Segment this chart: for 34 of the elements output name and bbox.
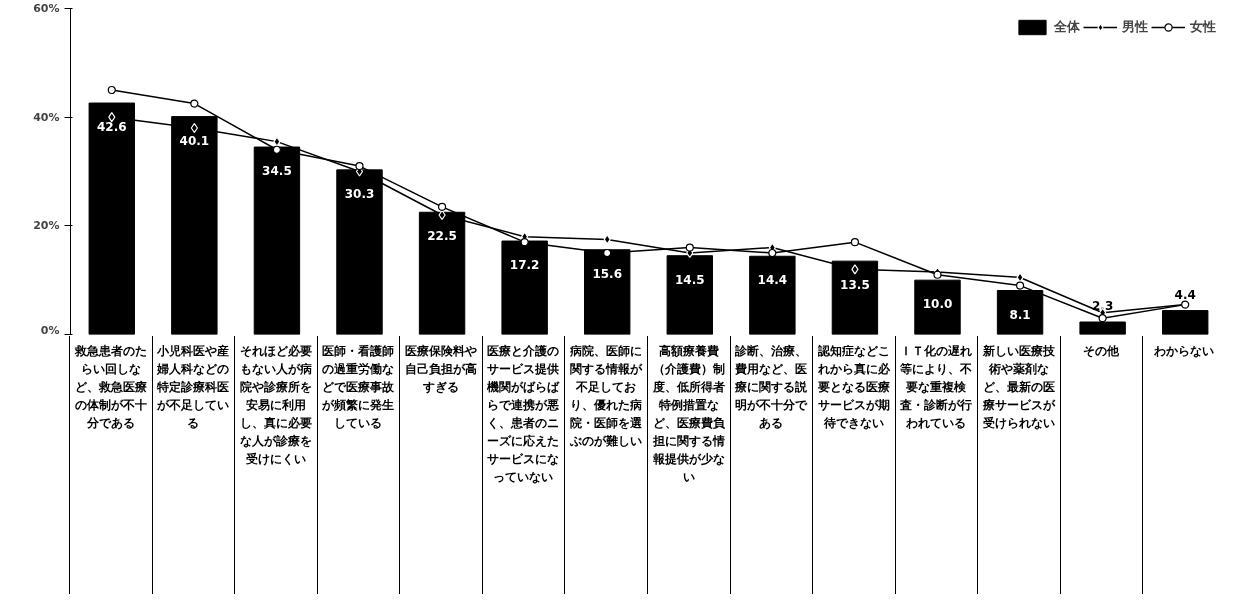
- y-tick-label: 60%: [33, 2, 60, 15]
- legend-label: 女性: [1190, 18, 1216, 36]
- legend-label: 男性: [1122, 18, 1148, 36]
- x-tick-label: その他: [1060, 336, 1141, 594]
- data-label: 8.1: [1009, 307, 1031, 322]
- y-tick-label: 0%: [40, 323, 60, 337]
- data-label: 15.6: [592, 266, 623, 281]
- y-tick-label: 40%: [33, 110, 60, 124]
- legend-label: 全体: [1054, 18, 1080, 36]
- data-label: 30.3: [344, 186, 375, 201]
- x-tick-label: 認知症などこれから真に必要となる医療サービスが期待できない: [812, 336, 894, 594]
- x-tick-label: それほど必要もない人が病院や診療所を安易に利用し、真に必要な人が診療を受けにくい: [234, 336, 316, 594]
- data-label: 10.0: [922, 297, 953, 312]
- x-tick-label: 病院、医師に関する情報が不足しており、優れた病院・医師を選ぶのが難しい: [564, 336, 646, 594]
- x-tick-label: 医療と介護のサービス提供機関がばらばらで連携が悪く、患者のニーズに応えたサービスになっていない: [482, 336, 563, 594]
- x-tick-label: 医療保険料や自己負担が高すぎる: [399, 336, 481, 594]
- x-tick-label: 高額療養費（介護費）制度、低所得者特例措置など、医療費負担に関する情報提供が少ない: [647, 336, 729, 594]
- x-tick-label: ＩＴ化の遅れ等により、不要な重複検査・診断が行われている: [895, 336, 976, 594]
- x-tick-label: 診断、治療、費用など、医療に関する説明が不十分である: [730, 336, 811, 594]
- x-tick-label: 新しい医療技術や薬剤など、最新の医療サービスが受けられない: [977, 336, 1059, 594]
- data-label: 34.5: [262, 164, 292, 179]
- data-label: 42.6: [96, 120, 127, 135]
- x-tick-label: わからない: [1142, 336, 1224, 594]
- data-label: 13.5: [840, 278, 870, 293]
- y-tick-label: 20%: [33, 219, 60, 233]
- data-label: 14.5: [674, 272, 705, 287]
- x-tick-label: 救急患者のたらい回しなど、救急医療の体制が不十分である: [69, 336, 151, 594]
- data-label: 17.2: [509, 258, 540, 273]
- data-label: 4.4: [1174, 287, 1196, 302]
- x-tick-label: 小児科医や産婦人科などの特定診療科医が不足している: [152, 336, 233, 594]
- x-tick-label: 医師・看護師の過重労働などで医療事故が頻繁に発生している: [317, 336, 398, 594]
- data-label: 40.1: [179, 133, 210, 148]
- data-label: 22.5: [427, 229, 457, 244]
- data-label: 14.4: [757, 273, 788, 288]
